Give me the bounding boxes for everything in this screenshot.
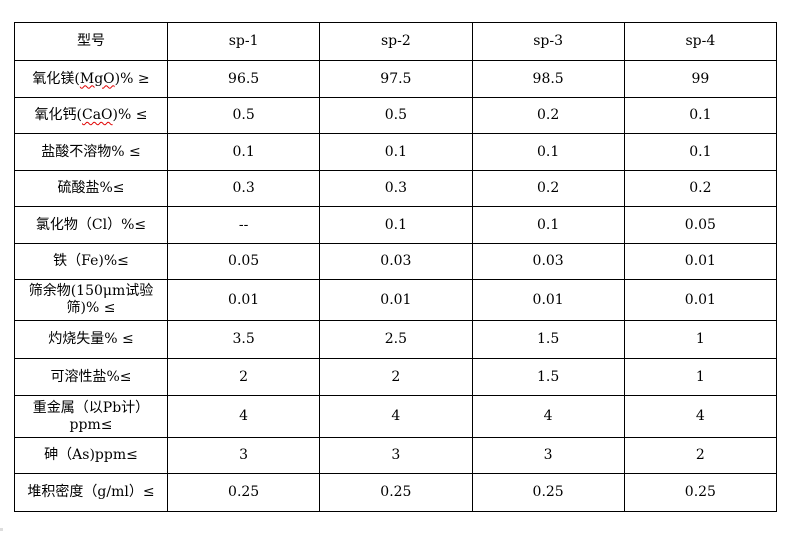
spellcheck-text: MgO — [79, 70, 115, 87]
value-cell-sp-4: 0.1 — [623, 97, 778, 134]
row-label: 重金属（以Pb计）ppm≤ — [14, 395, 168, 438]
value-cell-sp-3: 4 — [471, 395, 625, 438]
value-cell-sp-4: 0.01 — [623, 279, 778, 321]
table-row: 可溶性盐%≤ 2 2 1.5 1 — [14, 358, 778, 396]
value-cell-sp-4: 4 — [623, 395, 778, 438]
value-cell-sp-3: 1.5 — [471, 358, 625, 396]
value-cell-sp-3: 0.25 — [471, 473, 625, 512]
value-cell-sp-4: 0.25 — [623, 473, 778, 512]
value-cell-sp-1: 0.3 — [166, 170, 321, 207]
value-cell-sp-2: 0.1 — [319, 206, 473, 244]
row-label: 盐酸不溶物% ≤ — [14, 133, 168, 171]
value-cell-sp-4: 0.1 — [623, 133, 778, 171]
table-row: 氯化物（Cl）%≤ -- 0.1 0.1 0.05 — [14, 206, 778, 244]
table-row: 筛余物(150μm试验筛)% ≤0.01 0.01 0.01 0.01 — [14, 279, 778, 321]
value-cell-sp-3: 1.5 — [471, 320, 625, 359]
table-row: 堆积密度（g/ml）≤ 0.25 0.25 0.25 0.25 — [14, 473, 778, 512]
label-text: 氧化钙( — [34, 107, 82, 123]
label-text: 氯化物（Cl）%≤ — [35, 216, 147, 233]
header-cell-sp-1: sp-1 — [166, 22, 321, 61]
table-row: 氧化钙(CaO)% ≤0.5 0.5 0.2 0.1 — [14, 97, 778, 134]
table-row: 氧化镁(MgO)% ≥96.5 97.5 98.5 99 — [14, 60, 778, 98]
value-cell-sp-3: 0.01 — [471, 279, 625, 321]
value-cell-sp-3: 3 — [471, 437, 625, 474]
table-row: 灼烧失量% ≤ 3.5 2.5 1.5 1 — [14, 320, 778, 359]
row-label: 灼烧失量% ≤ — [14, 320, 168, 359]
table-row: 重金属（以Pb计）ppm≤ 4 4 4 4 — [14, 395, 778, 438]
row-label: 氧化钙(CaO)% ≤ — [14, 97, 168, 134]
row-label: 筛余物(150μm试验筛)% ≤ — [14, 279, 168, 321]
label-text: 重金属（以Pb计）ppm≤ — [32, 399, 150, 433]
label-text: 灼烧失量% ≤ — [48, 331, 134, 347]
value-cell-sp-4: 0.01 — [623, 243, 778, 280]
value-cell-sp-3: 0.2 — [471, 170, 625, 207]
header-cell-model: 型号 — [14, 22, 168, 61]
table-row: 盐酸不溶物% ≤0.1 0.1 0.1 0.1 — [14, 133, 778, 171]
corner-mark — [0, 528, 3, 531]
value-cell-sp-1: 4 — [166, 395, 321, 438]
value-cell-sp-4: 99 — [623, 60, 778, 98]
value-cell-sp-2: 97.5 — [319, 60, 473, 98]
value-cell-sp-2: 0.01 — [319, 279, 473, 321]
value-cell-sp-4: 0.05 — [623, 206, 778, 244]
label-text: 盐酸不溶物% ≤ — [41, 143, 141, 160]
row-label: 砷（As)ppm≤ — [14, 437, 168, 474]
value-cell-sp-1: 0.1 — [166, 133, 321, 171]
header-row: 型号 sp-1 sp-2 sp-3 sp-4 — [14, 22, 778, 61]
value-cell-sp-1: 96.5 — [166, 60, 321, 98]
value-cell-sp-2: 4 — [319, 395, 473, 438]
row-label: 铁（Fe)%≤ — [14, 243, 168, 280]
label-text: 铁（Fe)%≤ — [53, 253, 129, 269]
row-label: 堆积密度（g/ml）≤ — [14, 473, 168, 512]
label-text: )% ≤ — [112, 107, 148, 123]
row-label: 可溶性盐%≤ — [14, 358, 168, 396]
value-cell-sp-3: 0.2 — [471, 97, 625, 134]
table-row: 铁（Fe)%≤ 0.05 0.03 0.03 0.01 — [14, 243, 778, 280]
value-cell-sp-2: 0.3 — [319, 170, 473, 207]
label-text: 堆积密度（g/ml）≤ — [27, 484, 155, 500]
header-cell-sp-4: sp-4 — [623, 22, 778, 61]
label-text: 硫酸盐%≤ — [57, 180, 125, 196]
value-cell-sp-1: 3 — [166, 437, 321, 474]
value-cell-sp-1: 0.5 — [166, 97, 321, 134]
row-label: 氧化镁(MgO)% ≥ — [14, 60, 168, 98]
value-cell-sp-2: 0.5 — [319, 97, 473, 134]
value-cell-sp-3: 0.1 — [471, 133, 625, 171]
table-row: 砷（As)ppm≤ 3 3 3 2 — [14, 437, 778, 474]
value-cell-sp-4: 1 — [623, 320, 778, 359]
spellcheck-text: CaO — [81, 107, 113, 123]
value-cell-sp-1: 3.5 — [166, 320, 321, 359]
value-cell-sp-1: 0.01 — [166, 279, 321, 321]
header-cell-sp-3: sp-3 — [471, 22, 625, 61]
value-cell-sp-3: 0.1 — [471, 206, 625, 244]
value-cell-sp-4: 2 — [623, 437, 778, 474]
value-cell-sp-2: 0.03 — [319, 243, 473, 280]
value-cell-sp-3: 98.5 — [471, 60, 625, 98]
value-cell-sp-2: 2 — [319, 358, 473, 396]
value-cell-sp-2: 3 — [319, 437, 473, 474]
value-cell-sp-2: 0.1 — [319, 133, 473, 171]
value-cell-sp-1: -- — [166, 206, 321, 244]
label-text: )% ≥ — [114, 70, 150, 87]
label-text: 砷（As)ppm≤ — [44, 447, 138, 463]
value-cell-sp-1: 2 — [166, 358, 321, 396]
label-text: 氧化镁( — [32, 70, 80, 87]
value-cell-sp-4: 1 — [623, 358, 778, 396]
spec-table: 型号 sp-1 sp-2 sp-3 sp-4 氧化镁(MgO)% ≥96.5 97… — [14, 22, 778, 512]
value-cell-sp-3: 0.03 — [471, 243, 625, 280]
value-cell-sp-2: 0.25 — [319, 473, 473, 512]
table-row: 硫酸盐%≤ 0.3 0.3 0.2 0.2 — [14, 170, 778, 207]
value-cell-sp-1: 0.05 — [166, 243, 321, 280]
row-label: 硫酸盐%≤ — [14, 170, 168, 207]
header-cell-sp-2: sp-2 — [319, 22, 473, 61]
value-cell-sp-4: 0.2 — [623, 170, 778, 207]
row-label: 氯化物（Cl）%≤ — [14, 206, 168, 244]
value-cell-sp-2: 2.5 — [319, 320, 473, 359]
label-text: 可溶性盐%≤ — [50, 368, 132, 385]
label-text: 筛余物(150μm试验筛)% ≤ — [28, 283, 154, 316]
value-cell-sp-1: 0.25 — [166, 473, 321, 512]
